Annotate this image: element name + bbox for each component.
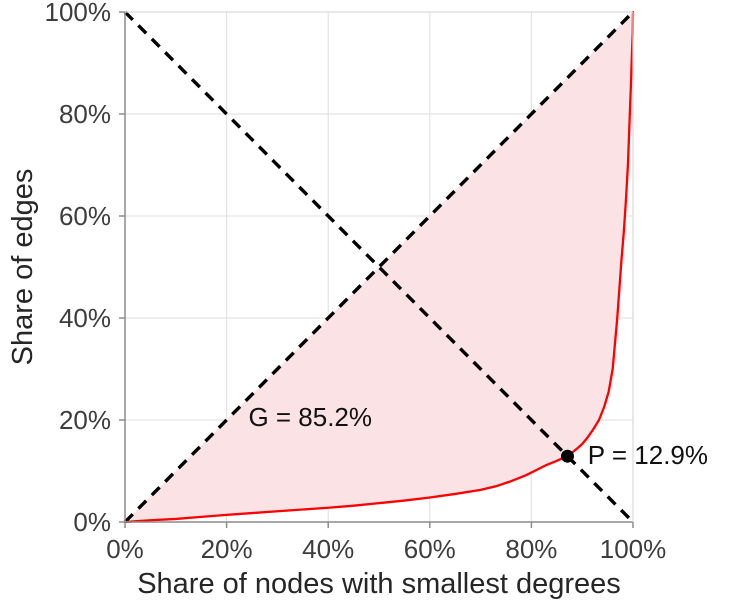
y-tick-label: 80% (59, 99, 111, 129)
axes-spines (119, 11, 634, 528)
y-tick-label: 60% (59, 201, 111, 231)
x-tick-label: 20% (201, 534, 253, 564)
x-tick-label: 40% (302, 534, 354, 564)
x-axis-label: Share of nodes with smallest degrees (137, 568, 621, 600)
y-tick-labels: 0% 20% 40% 60% 80% 100% (45, 0, 112, 537)
y-tick-label: 0% (73, 507, 111, 537)
p-intersection-point (560, 449, 574, 463)
anti-diagonal-line (123, 10, 635, 524)
y-tick-label: 20% (59, 405, 111, 435)
x-tick-label: 0% (106, 534, 144, 564)
y-tick-label: 100% (45, 0, 112, 27)
gini-annotation: G = 85.2% (248, 402, 372, 432)
x-tick-label: 80% (505, 534, 557, 564)
p-value-annotation: P = 12.9% (588, 440, 708, 470)
y-tick-label: 40% (59, 303, 111, 333)
x-tick-label: 100% (600, 534, 667, 564)
y-axis-label: Share of edges (7, 169, 39, 366)
equality-line (123, 10, 635, 524)
x-tick-label: 60% (404, 534, 456, 564)
x-tick-labels: 0% 20% 40% 60% 80% 100% (106, 534, 666, 564)
lorenz-curve (123, 10, 635, 524)
